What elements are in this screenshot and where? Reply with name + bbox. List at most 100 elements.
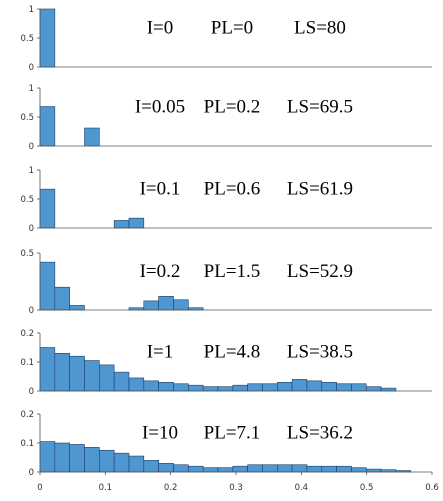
y-tick-label: 0 xyxy=(29,306,34,316)
y-tick-label: 1 xyxy=(29,166,34,176)
histogram-bar xyxy=(143,380,159,392)
histogram-bar xyxy=(128,455,145,473)
histogram-bar xyxy=(306,380,323,392)
panel-annotation: PL=7.1 xyxy=(204,422,261,443)
histogram-bar xyxy=(39,261,56,311)
histogram-bar xyxy=(113,371,130,392)
y-tick-label: 1 xyxy=(29,5,34,15)
panel-annotation: I=0.05 xyxy=(135,96,185,117)
histogram-bar xyxy=(188,465,204,473)
histogram-bar xyxy=(351,383,367,392)
histogram-bar xyxy=(39,106,56,147)
x-tick-label: 0.5 xyxy=(360,483,374,493)
histogram-bar xyxy=(143,460,159,473)
histogram-bar xyxy=(173,464,189,473)
histogram-bar xyxy=(84,360,100,392)
x-tick-label: 0.3 xyxy=(229,483,243,493)
histogram-bar xyxy=(336,383,352,392)
histogram-panel: 0 0.1 0.2 0 0.1 0.2 0.3 0.4 0.5 0.6 I=10 PL=7.1 LS=3… xyxy=(20,410,438,493)
y-tick-label: 0 xyxy=(29,224,34,234)
y-tick-label: 0.5 xyxy=(20,34,34,44)
histogram-panel: 0 0.5 1 I=0.1 PL=0.6 LS=61.9 xyxy=(20,166,432,234)
histogram-bar xyxy=(365,468,382,473)
histogram-bar xyxy=(202,467,219,473)
histogram-bar xyxy=(262,383,278,392)
histogram-panel: 0 0.5 1 I=0 PL=0 LS=80 xyxy=(20,5,432,73)
panel-annotation: PL=4.8 xyxy=(204,341,261,362)
panel-annotation: I=0.2 xyxy=(140,261,181,282)
histogram-bar xyxy=(336,465,352,473)
histogram-bar xyxy=(158,462,174,473)
histogram-bar xyxy=(39,441,56,473)
histogram-panel: 0 0.1 0.2 I=1 PL=4.8 LS=38.5 xyxy=(20,329,432,397)
histogram-bar xyxy=(217,467,234,473)
panel-annotation: I=0.1 xyxy=(140,178,181,199)
histogram-bar xyxy=(143,300,159,311)
histogram-bar xyxy=(39,347,56,392)
panel-annotation: LS=52.9 xyxy=(287,261,353,282)
histogram-bar xyxy=(69,305,85,311)
histogram-bar xyxy=(380,387,397,392)
panel-annotation: I=10 xyxy=(142,422,178,443)
panel-annotation: I=1 xyxy=(147,341,174,362)
histogram-bar xyxy=(276,381,293,392)
y-tick-label: 0 xyxy=(29,63,34,73)
panel-annotation: LS=38.5 xyxy=(287,341,353,362)
panel-annotation: LS=61.9 xyxy=(287,178,353,199)
histogram-bar xyxy=(84,447,100,473)
x-tick-label: 0.1 xyxy=(99,483,113,493)
y-tick-label: 0.5 xyxy=(20,195,34,205)
histogram-bar xyxy=(99,364,115,392)
x-tick-label: 0.2 xyxy=(164,483,178,493)
histogram-bar xyxy=(84,127,100,147)
y-tick-label: 0.2 xyxy=(20,329,34,339)
x-tick-label: 0.6 xyxy=(425,483,439,493)
histogram-bar xyxy=(158,381,174,392)
y-tick-label: 0 xyxy=(29,387,34,397)
histogram-bar xyxy=(247,383,263,392)
histogram-bar xyxy=(202,386,219,392)
panel-annotation: I=0 xyxy=(147,17,174,38)
histogram-bar xyxy=(291,379,308,392)
histogram-bar xyxy=(365,386,382,392)
panels: 0 0.5 1 I=0 PL=0 LS=80 0 0.5 1 I=0.05 PL=0.2 LS=69.… xyxy=(20,5,438,493)
histogram-bar xyxy=(69,444,85,473)
y-tick-label: 0 xyxy=(29,468,34,478)
x-tick-label: 0.4 xyxy=(295,483,309,493)
y-tick-label: 0.5 xyxy=(20,113,34,123)
y-tick-label: 0.1 xyxy=(20,358,34,368)
histogram-panel: 0 0.5 1 I=0.05 PL=0.2 LS=69.5 xyxy=(20,84,432,152)
histogram-bar xyxy=(291,464,308,473)
histogram-bar xyxy=(173,299,189,311)
histogram-bar xyxy=(99,449,115,473)
histogram-bar xyxy=(69,355,85,392)
histogram-bar xyxy=(39,8,56,68)
histogram-bar xyxy=(113,452,130,473)
histogram-bar xyxy=(188,384,204,392)
histogram-bar xyxy=(54,352,70,392)
histogram-bar xyxy=(306,465,323,473)
histogram-bar xyxy=(158,296,174,311)
panel-annotation: PL=0.6 xyxy=(204,178,261,199)
histogram-bar xyxy=(276,464,293,473)
histogram-bar xyxy=(39,188,56,229)
histogram-bar xyxy=(54,442,70,473)
panel-annotation: LS=69.5 xyxy=(287,96,353,117)
panel-annotation: LS=36.2 xyxy=(287,422,353,443)
panel-annotation: PL=0 xyxy=(211,17,253,38)
histogram-bar xyxy=(262,464,278,473)
panel-annotation: PL=0.2 xyxy=(204,96,261,117)
histogram-bar xyxy=(217,386,234,392)
histogram-panel: 0 0.5 I=0.2 PL=1.5 LS=52.9 xyxy=(20,249,432,316)
histogram-bar xyxy=(351,467,367,473)
panel-annotation: LS=80 xyxy=(294,17,346,38)
histogram-bar xyxy=(113,220,130,229)
histogram-bar xyxy=(232,384,248,392)
histogram-bar xyxy=(232,465,248,473)
histogram-bar xyxy=(173,383,189,392)
y-tick-label: 1 xyxy=(29,84,34,94)
y-tick-label: 0.1 xyxy=(20,439,34,449)
y-tick-label: 0.2 xyxy=(20,410,34,420)
